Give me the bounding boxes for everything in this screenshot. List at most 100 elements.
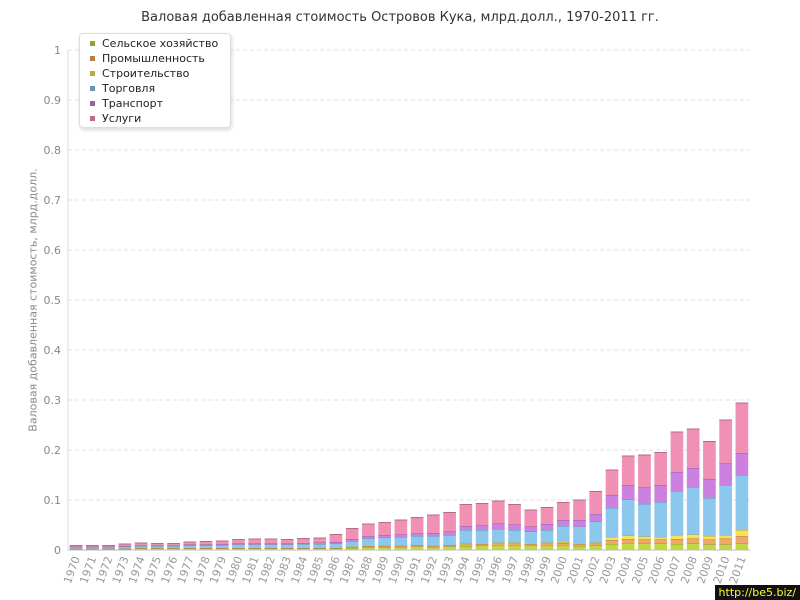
bar-segment	[313, 538, 327, 543]
bar-segment	[280, 539, 294, 544]
legend-label: Торговля	[102, 82, 156, 95]
bar-segment	[118, 544, 132, 546]
bar-segment	[86, 547, 99, 549]
bar-segment	[232, 544, 245, 548]
bar-segment	[167, 546, 180, 548]
legend-label: Транспорт	[102, 97, 163, 110]
legend-item[interactable]: Сельское хозяйство	[90, 37, 218, 51]
legend-item[interactable]: Транспорт	[90, 97, 163, 111]
bar-segment	[443, 535, 456, 545]
bar-segment	[556, 526, 570, 542]
legend-label: Строительство	[102, 67, 190, 80]
legend-swatch	[90, 100, 95, 106]
bar-segment	[475, 503, 489, 526]
y-tick-label: 0.1	[44, 494, 62, 507]
bar-segment	[508, 504, 521, 525]
bar-segment	[605, 470, 619, 495]
y-tick-label: 0	[54, 544, 61, 557]
bar-segment	[427, 547, 440, 550]
y-axis-label: Валовая добавленная стоимость, млрд.долл…	[26, 168, 40, 432]
bar-segment	[134, 548, 148, 550]
bar-segment	[670, 544, 684, 550]
legend-item[interactable]: Строительство	[90, 67, 189, 81]
bar-segment	[183, 545, 197, 548]
bar-segment	[491, 523, 505, 529]
bar-segment	[329, 548, 343, 550]
bar-segment	[621, 456, 635, 485]
bar-segment	[297, 548, 310, 550]
legend-item[interactable]: Услуги	[90, 112, 141, 126]
bar-segment	[621, 535, 635, 539]
bar-segment	[703, 441, 716, 479]
bar-segment	[475, 545, 489, 550]
bar-segment	[345, 548, 359, 550]
bar-segment	[589, 491, 603, 514]
bar-segment	[670, 535, 684, 539]
bar-segment	[183, 548, 197, 550]
bar-segment	[735, 403, 749, 453]
bar-segment	[215, 548, 229, 550]
bar-segment	[686, 543, 700, 550]
bar-segment	[703, 544, 716, 550]
bar-segment	[719, 420, 732, 464]
bar-segment	[150, 543, 164, 546]
bar-segment	[686, 538, 700, 544]
bar-segment	[589, 514, 603, 522]
bar-segment	[215, 545, 229, 548]
bar-segment	[703, 539, 716, 545]
bar-segment	[556, 502, 570, 520]
bar-segment	[199, 548, 213, 550]
bar-segment	[719, 544, 732, 550]
legend-label: Услуги	[102, 112, 142, 125]
axes	[67, 50, 750, 551]
bar-segment	[183, 542, 197, 545]
bar-segment	[540, 543, 554, 545]
bar-segment	[150, 548, 164, 550]
bar-segment	[735, 530, 749, 536]
bar-segment	[329, 534, 343, 542]
legend-item[interactable]: Торговля	[90, 82, 155, 96]
bar-segment	[167, 543, 180, 546]
bar-segment	[459, 504, 473, 526]
bar-segment	[508, 524, 521, 530]
bar-segment	[134, 546, 148, 548]
bar-segment	[215, 541, 229, 544]
legend-label: Сельское хозяйство	[102, 37, 219, 50]
y-tick-label: 0.4	[44, 344, 62, 357]
bar-segment	[638, 536, 651, 540]
bar-segment	[410, 517, 424, 534]
bar-segment	[670, 472, 684, 491]
legend: Сельское хозяйство Промышленность Строител…	[79, 33, 231, 128]
bar-segment	[362, 536, 375, 539]
legend-item[interactable]: Промышленность	[90, 52, 205, 66]
bar-segment	[524, 531, 538, 543]
bar-segment	[297, 538, 310, 543]
bar-segment	[167, 548, 180, 550]
bar-segment	[427, 533, 440, 536]
x-tick-labels: 1970197119721973197419751976197719781979…	[61, 555, 749, 586]
bar-segment	[248, 548, 262, 550]
bar-segment	[134, 543, 148, 546]
bar-segment	[248, 539, 262, 544]
bar-segment	[345, 528, 359, 539]
bar-segment	[719, 463, 732, 485]
y-tick-labels: 0 0.1 0.2 0.3 0.4 0.5 0.6 0.7 0.8 0.9 1	[44, 44, 62, 557]
bar-segment	[491, 501, 505, 524]
bar-segment	[313, 542, 327, 544]
bar-segment	[524, 510, 538, 527]
bar-segment	[362, 524, 375, 536]
y-tick-label: 0.7	[44, 194, 62, 207]
bars	[69, 402, 749, 550]
bar-segment	[475, 544, 489, 546]
legend-label: Промышленность	[102, 52, 205, 65]
bar-segment	[313, 544, 327, 548]
bar-segment	[264, 548, 278, 550]
bar-segment	[573, 544, 586, 546]
y-tick-label: 0.8	[44, 144, 62, 157]
bar-segment	[573, 546, 586, 550]
bar-segment	[475, 525, 489, 530]
bar-segment	[719, 485, 732, 535]
bar-segment	[524, 526, 538, 532]
bar-segment	[735, 453, 749, 475]
